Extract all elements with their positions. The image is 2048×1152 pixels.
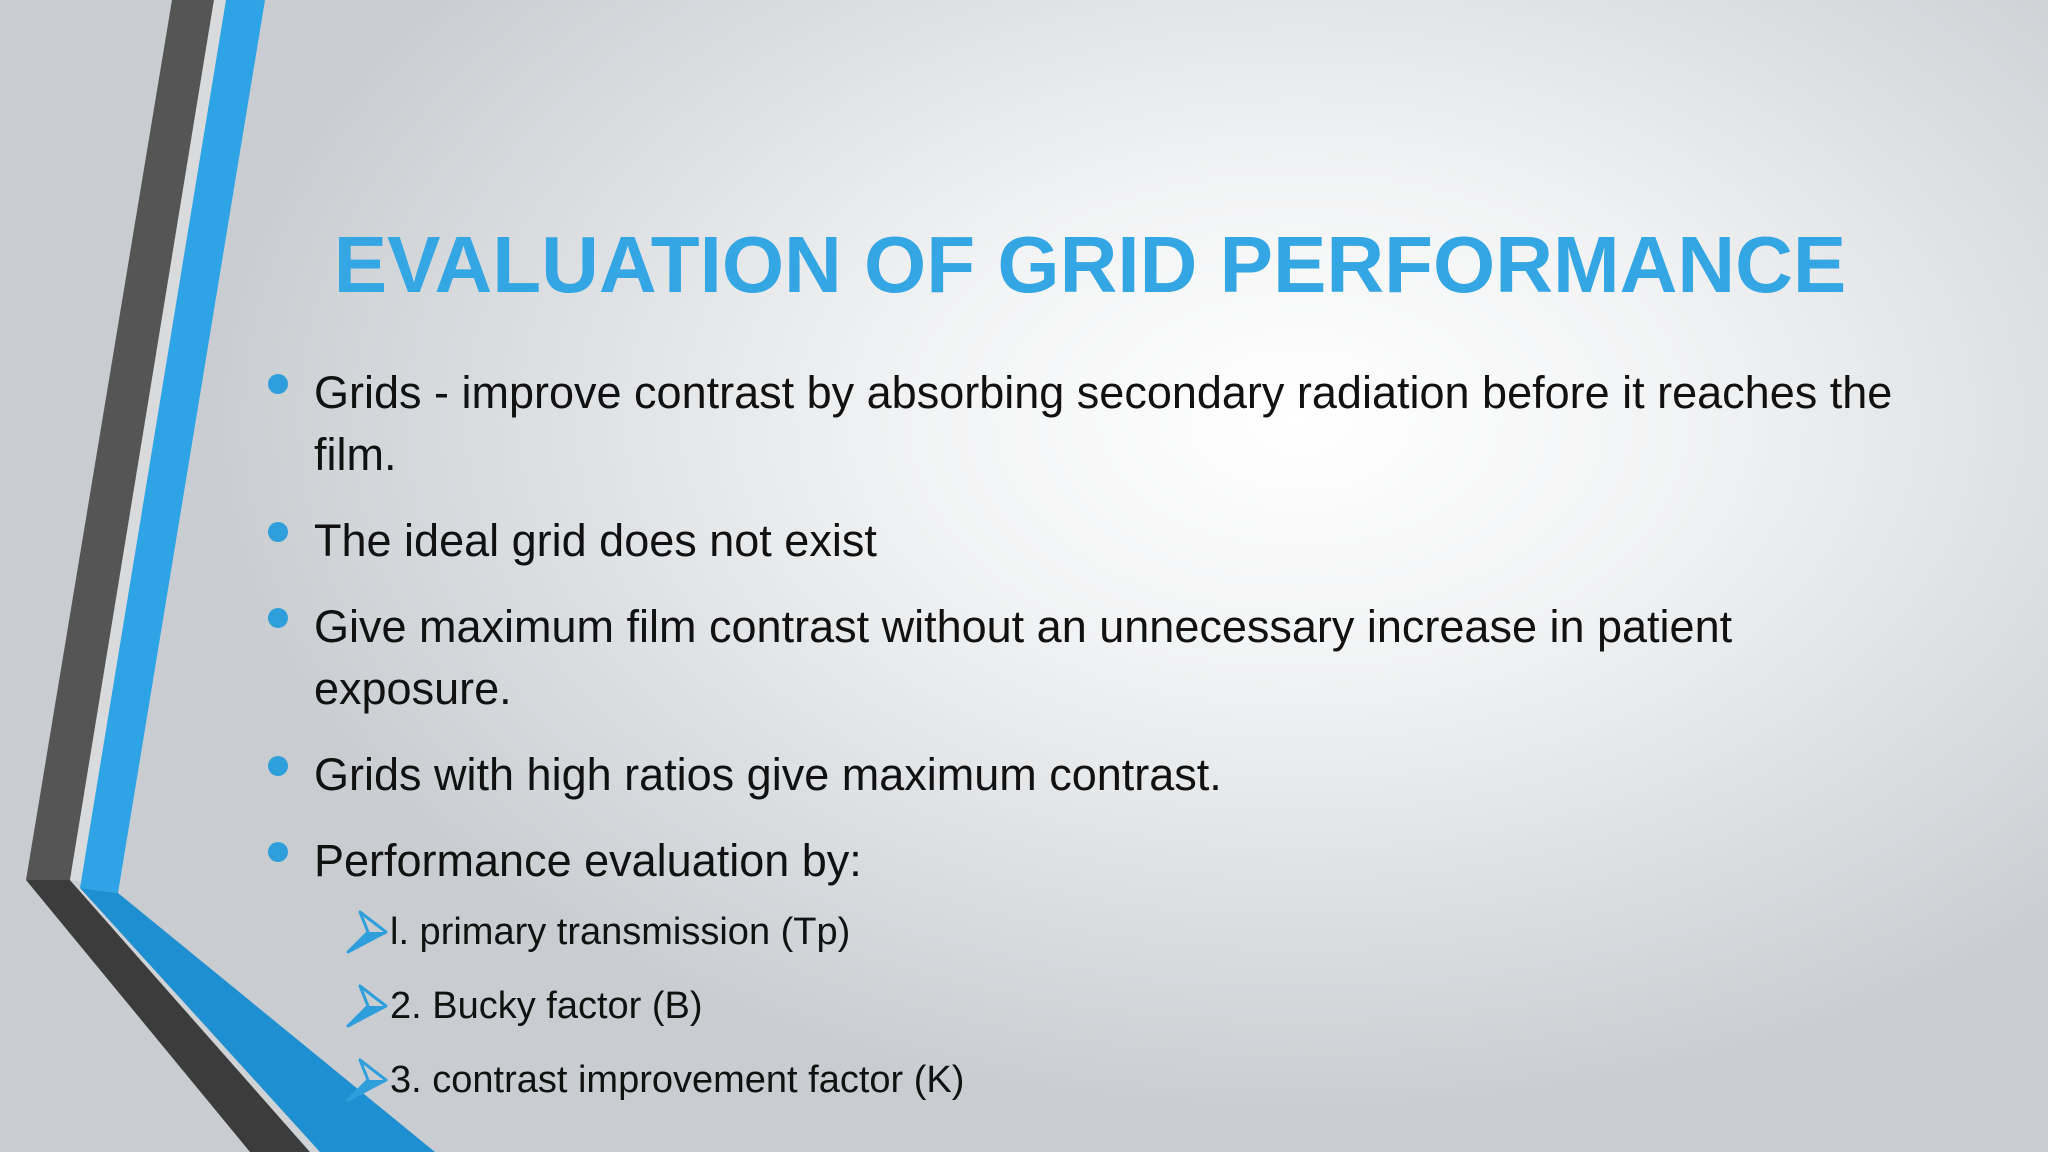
bullet-text: Performance evaluation by: [314, 835, 862, 886]
sub-bullet-item: 2. Bucky factor (B) [346, 980, 964, 1032]
sub-bullet-list: l. primary transmission (Tp) 2. Bucky fa… [346, 906, 964, 1128]
sub-bullet-item: l. primary transmission (Tp) [346, 906, 964, 958]
stripe-dark-lower [26, 880, 310, 1152]
bullet-item: Give maximum film contrast without an un… [268, 596, 1928, 720]
slide-title: EVALUATION OF GRID PERFORMANCE [333, 220, 1847, 309]
bullet-dot-icon [268, 756, 288, 776]
stripe-dark-upper [26, 0, 214, 880]
bullet-text: The ideal grid does not exist [314, 515, 877, 566]
sub-bullet-text: 3. contrast improvement factor (K) [390, 1059, 965, 1101]
stripe-blue-upper [80, 0, 265, 893]
bullet-dot-icon [268, 374, 288, 394]
bullet-text: Grids with high ratios give maximum cont… [314, 749, 1222, 800]
sub-bullet-text: l. primary transmission (Tp) [390, 911, 851, 953]
sub-bullet-text: 2. Bucky factor (B) [390, 985, 703, 1027]
bullet-item: Grids with high ratios give maximum cont… [268, 744, 1928, 806]
stripe-light-lower [70, 880, 320, 1152]
bullet-item: Grids - improve contrast by absorbing se… [268, 362, 1928, 486]
bullet-dot-icon [268, 608, 288, 628]
arrow-chevron-icon [346, 984, 388, 1028]
bullet-list: Grids - improve contrast by absorbing se… [268, 362, 1928, 916]
bullet-item: Performance evaluation by: [268, 830, 1928, 892]
bullet-dot-icon [268, 522, 288, 542]
bullet-text: Give maximum film contrast without an un… [314, 601, 1733, 714]
bullet-text: Grids - improve contrast by absorbing se… [314, 367, 1893, 480]
stripe-light-upper [70, 0, 226, 882]
arrow-chevron-icon [346, 910, 388, 954]
stripe-blue-lower [80, 888, 435, 1152]
bullet-dot-icon [268, 842, 288, 862]
bullet-item: The ideal grid does not exist [268, 510, 1928, 572]
sub-bullet-item: 3. contrast improvement factor (K) [346, 1054, 964, 1106]
arrow-chevron-icon [346, 1058, 388, 1102]
